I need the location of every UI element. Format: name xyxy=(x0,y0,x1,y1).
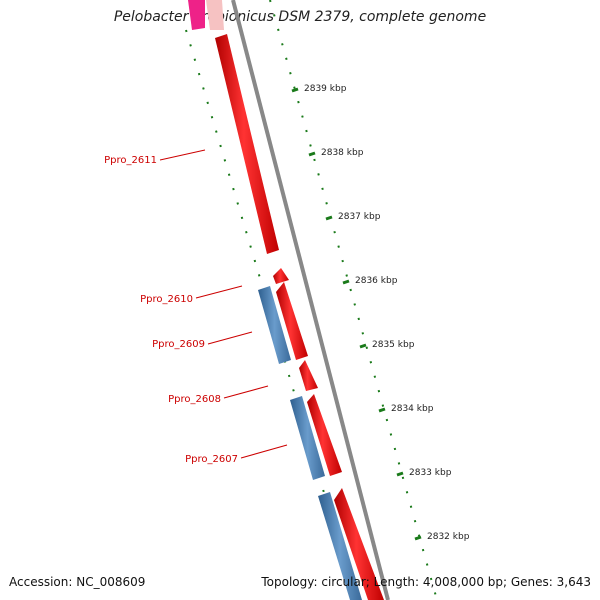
gene-label[interactable]: Ppro_2611 xyxy=(104,155,157,166)
scale-tick-label: 2832 kbp xyxy=(427,532,470,542)
scale-tick-mark xyxy=(342,279,350,285)
gene-label[interactable]: Ppro_2610 xyxy=(140,294,193,305)
gene-label-leader xyxy=(159,149,206,161)
gene-top-light xyxy=(206,0,224,30)
accession-text: Accession: NC_008609 xyxy=(9,575,146,589)
gene-label[interactable]: Ppro_2607 xyxy=(185,454,238,465)
scale-ticks: 2839 kbp 2838 kbp 2837 kbp 2836 kbp 2835 kbp… xyxy=(291,84,470,542)
scale-tick-label: 2838 kbp xyxy=(321,148,364,158)
scale-tick-label: 2839 kbp xyxy=(304,84,347,94)
scale-tick-label: 2834 kbp xyxy=(391,404,434,414)
gene-ppro-2611 xyxy=(215,34,279,254)
rna-gene-partial xyxy=(188,0,205,30)
gene-ppro-2607 xyxy=(307,394,342,476)
scale-tick-label: 2833 kbp xyxy=(409,468,452,478)
scale-tick-mark xyxy=(414,535,422,541)
backbone-line xyxy=(231,0,390,600)
scale-tick-mark xyxy=(325,215,333,221)
scale-tick-label: 2835 kbp xyxy=(372,340,415,350)
gene-label-leader xyxy=(240,444,288,459)
gene-label-leader xyxy=(223,385,269,399)
map-title: Pelobacter propionicus DSM 2379, complet… xyxy=(113,9,487,25)
gene-reverse-2 xyxy=(290,396,325,480)
gene-reverse-1 xyxy=(258,286,291,364)
gene-ppro-2608-forward xyxy=(299,360,318,391)
gene-label[interactable]: Ppro_2608 xyxy=(168,394,221,405)
scale-tick-mark xyxy=(359,343,367,349)
scale-tick-label: 2836 kbp xyxy=(355,276,398,286)
scale-tick-mark xyxy=(291,87,299,93)
gene-label-leader xyxy=(207,331,253,345)
topology-text: Topology: circular; Length: 4,008,000 bp… xyxy=(261,575,591,589)
gene-ppro-2610-forward xyxy=(273,268,289,284)
scale-tick-mark xyxy=(308,151,316,157)
gene-label-leader xyxy=(195,285,243,299)
scale-tick-label: 2837 kbp xyxy=(338,212,381,222)
gene-ppro-2609 xyxy=(276,282,308,360)
gene-labels: Ppro_2611 Ppro_2610 Ppro_2609 Ppro_2608 Ppro… xyxy=(104,149,288,465)
scale-tick-mark xyxy=(378,407,386,413)
gene-label[interactable]: Ppro_2609 xyxy=(152,339,205,350)
gene-reverse-3 xyxy=(318,492,362,600)
gene-bottom-forward xyxy=(334,488,384,600)
scale-tick-mark xyxy=(396,471,404,477)
